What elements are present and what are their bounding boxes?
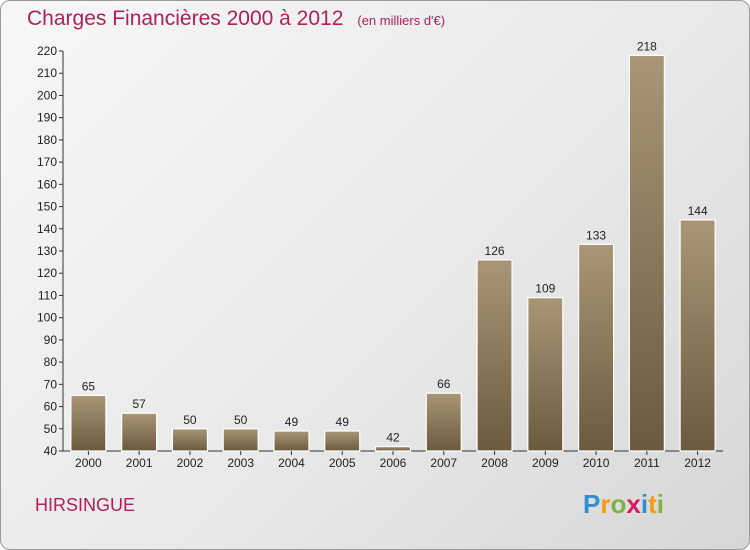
bar	[577, 243, 615, 452]
data-label: 144	[688, 204, 708, 218]
y-tick-label: 110	[38, 288, 57, 302]
y-tick-label: 130	[37, 244, 57, 258]
x-tick-label: 2007	[430, 456, 457, 470]
data-label: 49	[336, 415, 350, 429]
y-tick-label: 120	[37, 266, 57, 280]
data-label: 133	[586, 228, 606, 242]
bar	[324, 430, 361, 452]
x-tick-label: 2000	[75, 456, 102, 470]
y-tick-label: 80	[44, 355, 58, 369]
x-tick-label: 2001	[126, 456, 153, 470]
bar	[222, 428, 259, 452]
logo-letter: P	[583, 489, 601, 519]
x-tick-label: 2012	[684, 456, 711, 470]
data-label: 49	[285, 415, 299, 429]
y-tick-label: 170	[37, 155, 57, 169]
data-label: 50	[234, 413, 248, 427]
bar	[679, 219, 716, 452]
bar	[273, 430, 310, 452]
y-tick-label: 160	[37, 177, 57, 191]
x-tick-label: 2006	[380, 456, 407, 470]
logo-letter: i	[656, 489, 664, 519]
bar	[70, 394, 107, 452]
y-tick-label: 50	[44, 422, 58, 436]
logo-letter: r	[600, 489, 611, 519]
x-tick-label: 2003	[227, 456, 254, 470]
y-tick-label: 150	[37, 200, 57, 214]
chart-title: Charges Financières 2000 à 2012 (en milli…	[27, 7, 445, 31]
logo-letter: i	[640, 489, 649, 519]
x-tick-label: 2010	[583, 456, 610, 470]
y-tick-label: 70	[44, 377, 58, 391]
data-label: 65	[82, 379, 96, 393]
proxiti-logo: Proxiti	[583, 489, 664, 520]
y-tick-label: 200	[37, 88, 57, 102]
data-label: 42	[386, 431, 400, 445]
y-tick-label: 220	[37, 44, 57, 58]
y-tick-label: 40	[44, 444, 58, 458]
y-tick-label: 100	[37, 311, 57, 325]
x-tick-label: 2005	[329, 456, 356, 470]
y-tick-label: 210	[37, 66, 57, 80]
logo-letter: o	[610, 489, 627, 519]
data-label: 126	[485, 244, 505, 258]
bar	[527, 297, 564, 452]
data-label: 50	[183, 413, 197, 427]
bar	[628, 54, 665, 452]
logo-letter: x	[626, 489, 641, 519]
commune-name: HIRSINGUE	[35, 495, 136, 515]
data-label: 109	[535, 282, 555, 296]
x-tick-label: 2011	[634, 456, 660, 470]
y-tick-label: 180	[37, 133, 57, 147]
bar	[121, 412, 158, 452]
x-tick-label: 2004	[278, 456, 305, 470]
y-tick-label: 140	[37, 222, 57, 236]
x-tick-label: 2009	[532, 456, 559, 470]
y-tick-label: 90	[44, 333, 58, 347]
y-tick-label: 190	[37, 111, 57, 125]
bar	[476, 259, 513, 452]
x-tick-label: 2008	[481, 456, 508, 470]
data-label: 66	[437, 377, 451, 391]
data-label: 57	[132, 397, 146, 411]
data-label: 218	[637, 39, 657, 53]
y-tick-label: 60	[44, 400, 58, 414]
chart-title-text: Charges Financières 2000 à 2012	[27, 7, 344, 30]
x-tick-label: 2002	[177, 456, 204, 470]
bar	[171, 428, 209, 452]
chart-subtitle: (en milliers d'€)	[357, 13, 446, 28]
bar	[425, 392, 462, 452]
logo-letter: t	[648, 489, 657, 519]
bar	[374, 445, 412, 452]
